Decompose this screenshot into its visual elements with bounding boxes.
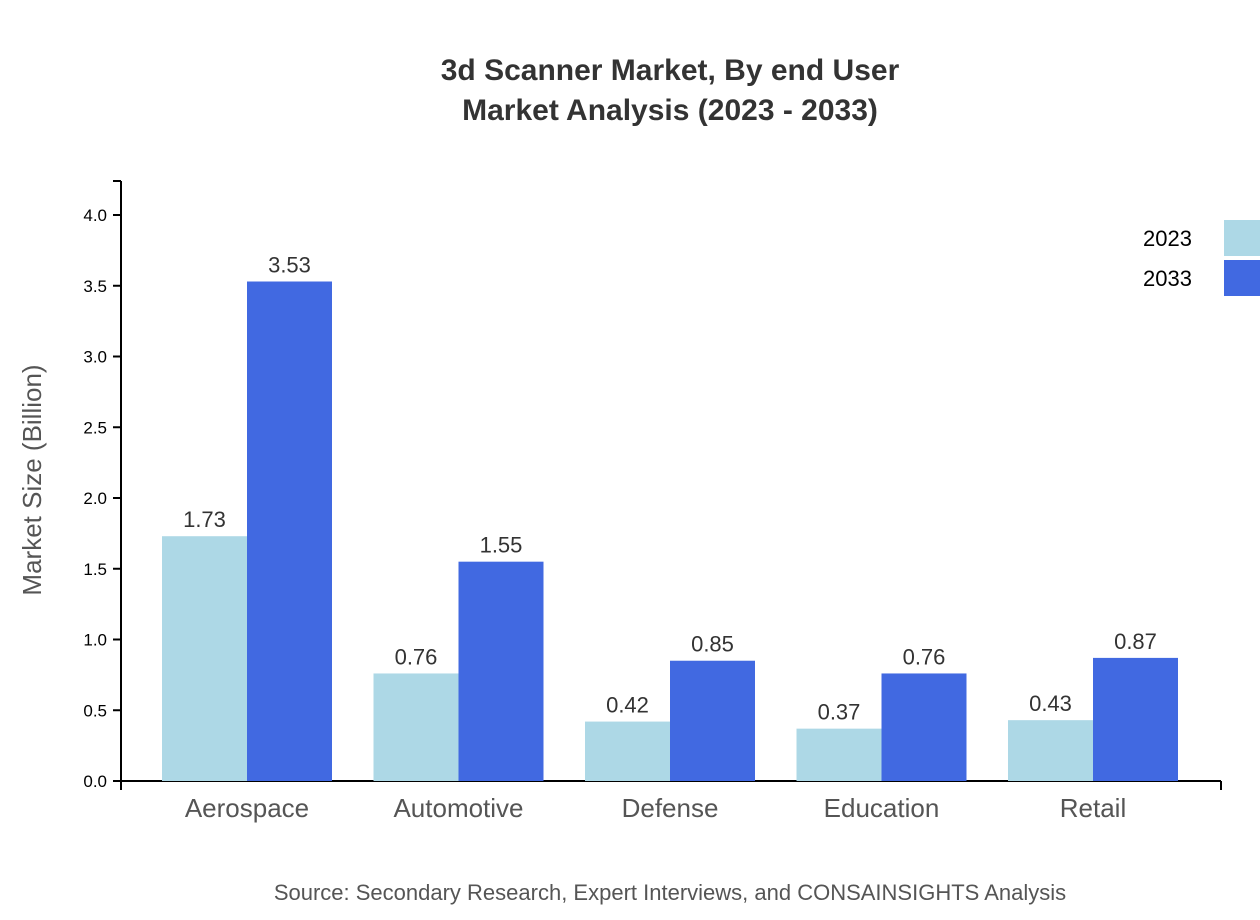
y-tick-label: 1.5 (83, 560, 107, 579)
data-label: 0.43 (1029, 691, 1072, 716)
data-label: 0.87 (1114, 629, 1157, 654)
bar-2033-defense (670, 660, 755, 781)
bar-2023-aerospace (162, 536, 247, 781)
chart-subtitle: Market Analysis (2023 - 2033) (462, 94, 878, 127)
data-label: 0.42 (606, 693, 649, 718)
y-tick-label: 1.0 (83, 631, 107, 650)
data-label: 1.55 (480, 533, 523, 558)
legend-swatch-2023 (1224, 220, 1260, 256)
bar-2023-retail (1008, 720, 1093, 781)
bar-2033-education (881, 673, 967, 781)
data-label: 0.85 (691, 632, 734, 657)
bar-2023-defense (585, 721, 670, 781)
y-axis-label: Market Size (Billion) (17, 364, 47, 595)
bar-2023-education (796, 728, 882, 781)
data-label: 3.53 (268, 253, 311, 278)
legend-label-2023: 2023 (1143, 226, 1192, 251)
chart-title: 3d Scanner Market, By end User (441, 54, 900, 87)
data-label: 0.37 (818, 700, 861, 725)
x-tick-label: Education (824, 793, 940, 823)
y-tick-label: 3.0 (83, 348, 107, 367)
x-tick-label: Automotive (393, 793, 523, 823)
y-tick-label: 2.5 (83, 418, 107, 437)
data-label: 0.76 (903, 644, 946, 669)
legend-swatch-2033 (1224, 260, 1260, 296)
y-tick-label: 4.0 (83, 206, 107, 225)
y-tick-label: 2.0 (83, 489, 107, 508)
data-label: 0.76 (395, 644, 438, 669)
source-note: Source: Secondary Research, Expert Inter… (274, 880, 1066, 905)
legend-label-2033: 2033 (1143, 266, 1192, 291)
bar-2033-automotive (458, 561, 544, 781)
data-label: 1.73 (183, 507, 226, 532)
y-tick-label: 0.5 (83, 701, 107, 720)
x-tick-label: Defense (622, 793, 719, 823)
bar-2033-retail (1093, 657, 1178, 781)
x-tick-label: Retail (1060, 793, 1126, 823)
y-tick-label: 3.5 (83, 277, 107, 296)
x-tick-label: Aerospace (185, 793, 309, 823)
y-tick-label: 0.0 (83, 772, 107, 791)
bar-2033-aerospace (247, 281, 332, 781)
bar-2023-automotive (373, 673, 459, 781)
